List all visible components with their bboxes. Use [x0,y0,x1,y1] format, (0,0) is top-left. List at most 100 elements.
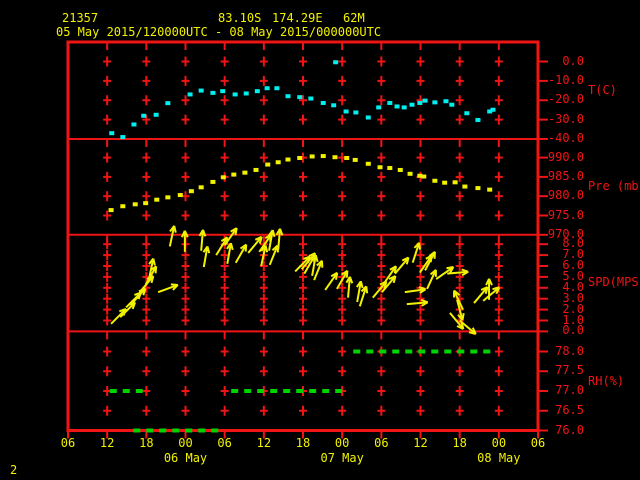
wind-arrow-shaft [449,312,465,330]
humidity-dash [172,428,180,433]
pressure-point [231,172,237,177]
pressure-point [432,178,438,183]
wind-arrow-head [335,272,339,280]
wind-arrow-shaft [223,227,238,246]
x-tick-label: 12 [99,436,115,450]
wind-arrow-shaft [268,229,274,251]
pressure-point [132,202,138,207]
date-label: 06 May [163,451,208,465]
temperature-point [285,94,291,99]
pressure-point [198,185,204,190]
wind-arrow-shaft [473,286,489,304]
wind-arrow-head [183,230,189,238]
wind-arrow-head [418,242,422,250]
humidity-dash [198,428,206,433]
wind-arrow-shaft [157,284,179,294]
temperature-point [394,104,400,109]
humidity-dash [296,389,304,393]
y-axis-label: 985.0 [547,168,584,183]
pressure-point [143,201,149,206]
temperature-point [141,113,147,118]
wind-arrow-shaft [372,280,388,299]
wind-arrow-head [456,325,464,330]
wind-arrow-shaft [324,272,339,291]
humidity-dash [457,349,465,354]
pressure-point [210,179,216,184]
humidity-dash [146,428,154,433]
y-axis-label: 7.0 [562,247,584,262]
wind-arrow-head [258,236,263,244]
wind-arrow-head [206,246,211,254]
humidity-dash [418,349,426,354]
x-tick-label: 06 [374,436,389,450]
wind-arrow-shaft [447,270,469,275]
temperature-point [153,112,159,117]
y-axis-label: 76.0 [555,422,584,437]
temperature-point [432,100,438,105]
wind-arrow-head [449,266,455,274]
wind-arrow-shaft [336,270,349,290]
pressure-point [462,184,468,189]
temperature-point [165,101,171,106]
humidity-dash [335,389,343,393]
wind-arrow-shaft [419,254,433,274]
panel-axis-title: RH(%) [588,374,625,388]
wind-arrow-head [393,266,397,274]
temperature-point [331,103,337,108]
humidity-dash [379,349,387,354]
x-tick-label: 12 [413,436,428,450]
y-axis-label: -40.0 [547,131,584,145]
y-axis-label: 975.0 [547,207,584,222]
wind-arrow-head [453,289,461,296]
temperature-point [220,89,226,94]
temperature-point [131,122,137,127]
pressure-point [352,157,358,162]
x-tick-label: 00 [491,436,507,450]
pressure-point [320,154,326,159]
y-axis-label: 76.5 [555,402,584,417]
wind-arrow-head [154,266,158,274]
y-axis-label: -20.0 [547,92,584,107]
wind-arrow-head [495,286,501,295]
wind-arrow-head [405,257,410,265]
wind-arrow-head [152,258,156,266]
wind-arrow-head [365,286,369,294]
y-axis-label: -30.0 [547,111,584,126]
humidity-dash [211,428,219,433]
pressure-point [177,193,183,198]
temperature-point [353,110,359,115]
wind-arrow-shaft [381,275,397,293]
x-tick-label: 18 [295,436,311,450]
humidity-dash [257,389,265,393]
wind-arrow-shaft [144,265,158,286]
temperature-point [187,92,193,97]
y-axis-label: 8.0 [562,236,584,251]
page-number: 2 [10,463,18,477]
pressure-point [397,167,403,172]
wind-arrow-head [383,281,388,289]
wind-arrow-shaft [456,299,464,321]
temperature-point [475,118,481,123]
wind-arrow-head [271,229,276,238]
station-elevation: 62M [343,11,365,25]
temperature-point [449,102,455,107]
date-label: 08 May [477,451,521,465]
pressure-point [285,157,291,162]
y-axis-label: 6.0 [562,258,584,272]
wind-arrow-shaft [406,301,428,306]
x-tick-label: 06 [60,436,76,450]
wind-arrow-head [392,275,397,284]
temperature-point [487,109,493,114]
wind-arrow-head [131,302,137,310]
wind-arrow-head [484,286,489,294]
humidity-dash [405,349,413,354]
humidity-dash [366,349,374,354]
wind-arrow-head [244,244,248,252]
humidity-dash [159,428,167,433]
humidity-dash [470,349,478,354]
humidity-dash [353,349,361,354]
temperature-point [409,102,415,107]
wind-arrow-head [314,254,319,263]
panel-axis-title: Pre (mb) [588,179,640,193]
